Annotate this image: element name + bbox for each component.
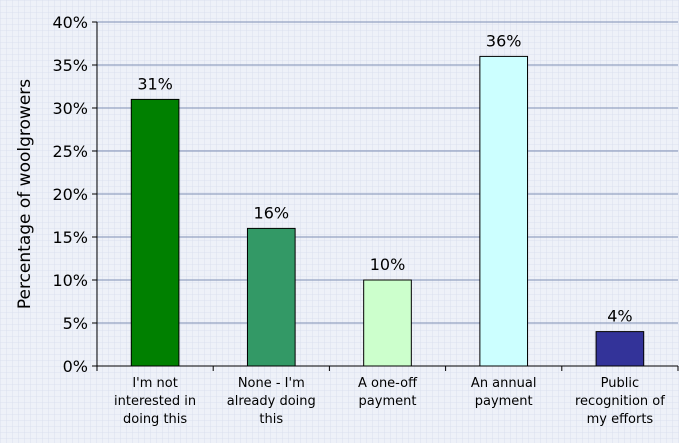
category-label: None - I'm	[238, 376, 305, 391]
y-tick-label: 10%	[52, 271, 88, 290]
data-label: 31%	[137, 74, 173, 93]
category-label: payment	[475, 394, 533, 409]
bar	[130, 98, 180, 367]
y-tick-label: 35%	[52, 56, 88, 75]
category-label: this	[259, 412, 283, 427]
category-label: recognition of	[575, 394, 665, 409]
y-tick-label: 40%	[52, 13, 88, 32]
bar	[595, 331, 645, 367]
bar	[479, 55, 529, 367]
category-label: Public	[601, 376, 639, 391]
data-label: 36%	[486, 31, 522, 50]
y-axis-title: Percentage of woolgrowers	[15, 79, 35, 309]
y-tick-label: 25%	[52, 142, 88, 161]
category-label: I'm not	[132, 376, 178, 391]
data-label: 10%	[370, 255, 406, 274]
y-tick-label: 0%	[63, 357, 88, 376]
y-tick-label: 5%	[63, 314, 88, 333]
category-label: doing this	[123, 412, 187, 427]
category-label: my efforts	[587, 412, 654, 427]
category-label: An annual	[471, 376, 537, 391]
data-label: 4%	[607, 307, 632, 326]
bar	[246, 227, 296, 367]
bar	[363, 279, 412, 367]
y-tick-label: 20%	[52, 185, 88, 204]
data-label: 16%	[254, 203, 290, 222]
y-tick-label: 15%	[52, 228, 88, 247]
category-label: A one-off	[358, 376, 418, 391]
category-label: payment	[359, 394, 417, 409]
y-tick-label: 30%	[52, 99, 88, 118]
category-label: already doing	[227, 394, 316, 409]
category-label: interested in	[114, 394, 196, 409]
